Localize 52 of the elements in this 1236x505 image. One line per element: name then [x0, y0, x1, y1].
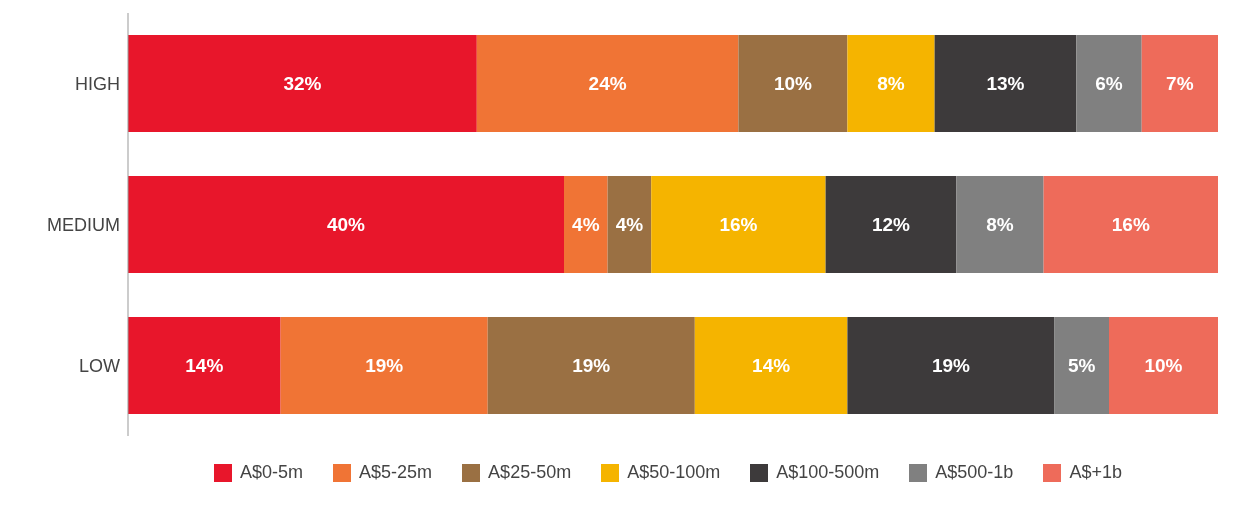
bar [934, 35, 1077, 132]
bar [738, 35, 848, 132]
data-label: 14% [185, 355, 224, 377]
data-label: 4% [572, 214, 600, 236]
y-tick-label: LOW [78, 355, 120, 376]
data-label: 19% [572, 355, 611, 377]
bar [1054, 317, 1109, 414]
bar [847, 35, 935, 132]
data-label: 10% [773, 73, 813, 95]
legend-label: A$25-50m [488, 462, 572, 483]
data-label: 8% [986, 214, 1014, 236]
bar [476, 35, 739, 132]
bar [128, 176, 564, 273]
y-tick-label: MEDIUM [47, 214, 120, 235]
bar [280, 317, 488, 414]
legend-label: A$50-100m [627, 462, 721, 483]
bar [607, 176, 652, 273]
data-label: 7% [1166, 73, 1194, 95]
bar [651, 176, 826, 273]
data-label: 8% [877, 73, 905, 95]
data-label: 16% [719, 214, 758, 236]
data-label: 16% [1111, 214, 1150, 236]
bar [1043, 176, 1218, 273]
data-label: 4% [615, 214, 644, 236]
bar [694, 317, 848, 414]
bar [128, 317, 281, 414]
bar [487, 317, 695, 414]
legend-label: A$+1b [1069, 462, 1122, 483]
bar [1076, 35, 1142, 132]
data-label: 19% [931, 355, 971, 377]
data-label: 40% [326, 214, 366, 236]
data-label: 6% [1095, 73, 1123, 95]
bar [956, 176, 1044, 273]
data-label: 19% [365, 355, 404, 377]
legend-label: A$500-1b [935, 462, 1014, 483]
bar [128, 35, 477, 132]
data-label: 13% [986, 73, 1025, 95]
bar [825, 176, 957, 273]
data-label: 10% [1144, 355, 1183, 377]
legend-label: A$5-25m [359, 462, 433, 483]
data-label: 24% [588, 73, 627, 95]
data-label: 12% [871, 214, 911, 236]
y-tick-label: HIGH [75, 73, 120, 94]
data-label: 14% [752, 355, 791, 377]
bar [1141, 35, 1218, 132]
bar [1109, 317, 1218, 414]
bar [564, 176, 608, 273]
data-label: 32% [283, 73, 322, 95]
legend-label: A$100-500m [776, 462, 880, 483]
bar [847, 317, 1055, 414]
data-label: 5% [1068, 355, 1096, 377]
legend-label: A$0-5m [240, 462, 304, 483]
